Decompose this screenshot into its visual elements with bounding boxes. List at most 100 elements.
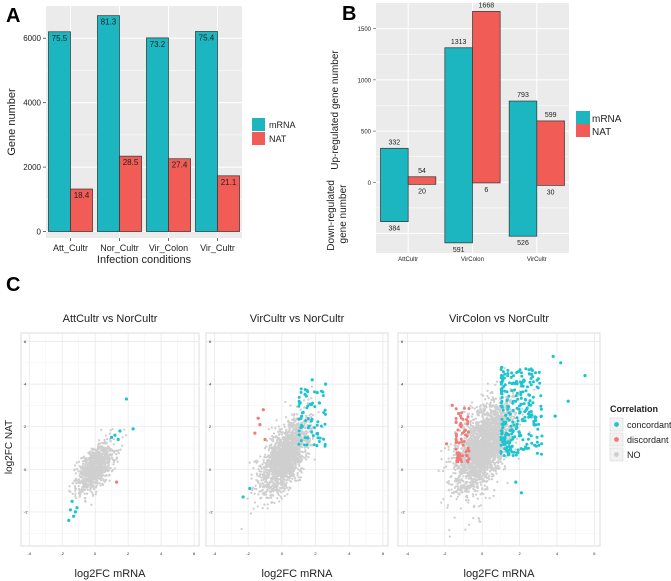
chart-c-point-no xyxy=(297,451,301,454)
chart-c-plot-bg xyxy=(397,332,601,547)
chart-a-xtick-label: Att_Cultr xyxy=(53,243,88,253)
chart-c-point-no xyxy=(483,476,487,479)
chart-c-point-no xyxy=(93,477,96,481)
chart-c-point-no xyxy=(457,465,461,468)
chart-c-point-no xyxy=(458,467,462,470)
chart-c-point-no xyxy=(467,523,471,526)
chart-c-point-no xyxy=(490,398,493,402)
chart-c-point-no xyxy=(276,456,279,459)
chart-c-point-no xyxy=(97,466,101,469)
chart-c-point-no xyxy=(448,528,451,532)
chart-b-xtick-label: VirColon xyxy=(461,257,484,263)
chart-b-label-down: 526 xyxy=(517,240,529,247)
chart-b-legend-nat: NAT xyxy=(592,127,611,138)
chart-c-point-concordant xyxy=(300,414,304,418)
chart-c-point-no xyxy=(277,489,281,492)
chart-c-point-no xyxy=(109,448,112,451)
chart-c-point-no xyxy=(73,469,76,472)
chart-c-point-no xyxy=(283,431,286,435)
chart-c-ytick-label: 4 xyxy=(209,382,212,387)
chart-c-point-no xyxy=(303,423,306,426)
chart-c-point-no xyxy=(263,446,267,450)
chart-c-point-no xyxy=(512,426,515,429)
chart-c-point-no xyxy=(283,449,287,452)
chart-c-point-no xyxy=(91,448,95,451)
chart-c-point-no xyxy=(503,458,506,461)
chart-c-point-no xyxy=(265,439,269,443)
chart-c-point-no xyxy=(285,465,288,469)
chart-c-point-no xyxy=(263,503,266,506)
chart-c-point-no xyxy=(269,437,272,440)
chart-c-point-no xyxy=(77,478,80,482)
chart-c-point-no xyxy=(106,468,109,471)
chart-c-point-no xyxy=(109,454,112,457)
chart-c-point-no xyxy=(456,467,459,470)
chart-c-point-no xyxy=(106,466,110,469)
chart-c-point-no xyxy=(287,425,290,428)
chart-c-point-no xyxy=(310,427,313,430)
chart-c-point-no xyxy=(469,427,473,430)
chart-c-point-no xyxy=(84,458,87,461)
chart-c-point-no xyxy=(288,486,291,489)
chart-c-point-no xyxy=(298,455,301,459)
chart-c-point-no xyxy=(297,462,300,466)
chart-c-point-no xyxy=(93,465,96,468)
chart-c-point-no xyxy=(296,438,299,441)
chart-c-point-no xyxy=(469,422,472,426)
chart-c-point-no xyxy=(295,429,298,432)
chart-c-point-no xyxy=(477,429,480,432)
chart-c-point-no xyxy=(517,457,520,460)
chart-c-point-no xyxy=(292,469,296,472)
chart-c-point-no xyxy=(446,504,450,507)
chart-c-point-no xyxy=(102,457,105,460)
chart-c-point-no xyxy=(283,494,286,498)
chart-c-point-no xyxy=(80,480,83,484)
chart-c-point-no xyxy=(291,437,295,440)
chart-c-point-no xyxy=(99,459,103,462)
chart-c-point-no xyxy=(484,398,487,401)
chart-c-point-no xyxy=(306,401,310,405)
chart-c-point-no xyxy=(272,432,276,435)
chart-c-point-no xyxy=(98,464,102,467)
chart-c-point-no xyxy=(452,471,455,475)
chart-a-xtick-label: Nor_Cultr xyxy=(100,243,139,253)
chart-c-point-no xyxy=(258,485,262,489)
chart-c-point-concordant xyxy=(303,436,307,440)
chart-c-point-no xyxy=(74,472,78,475)
chart-c-point-no xyxy=(78,489,81,492)
chart-c-point-no xyxy=(301,432,304,436)
chart-c-ytick-label: 2 xyxy=(209,424,212,429)
chart-c-point-no xyxy=(473,480,477,483)
chart-c-point-no xyxy=(267,469,270,472)
chart-c-point-no xyxy=(469,452,472,455)
chart-c-point-no xyxy=(90,467,93,471)
chart-c-point-no xyxy=(75,467,79,471)
chart-c-points-concordant xyxy=(297,387,327,448)
chart-c-point-no xyxy=(270,489,273,492)
chart-c-point-no xyxy=(458,488,461,492)
chart-c-point-concordant xyxy=(110,435,114,439)
chart-c-point-no xyxy=(503,406,506,409)
chart-c-point-no xyxy=(99,452,102,455)
chart-a-xtick-label: Vir_Colon xyxy=(149,243,188,253)
chart-c-point-no xyxy=(283,457,286,461)
chart-c-point-no xyxy=(282,441,285,444)
chart-c-point-no xyxy=(253,501,257,504)
chart-c-point-no xyxy=(291,418,294,421)
chart-c-point-concordant xyxy=(313,390,316,394)
chart-c-point-no xyxy=(467,477,471,480)
chart-c-point-no xyxy=(471,421,475,425)
chart-c-point-no xyxy=(74,492,77,495)
chart-c-point-no xyxy=(470,415,473,418)
chart-c-point-no xyxy=(78,480,81,483)
chart-c-point-no xyxy=(481,467,484,471)
chart-c-point-no xyxy=(279,451,282,454)
chart-b-label-up: 332 xyxy=(388,139,400,146)
chart-c-subplot-title: AttCultr vs NorCultr xyxy=(63,313,158,325)
chart-c-point-no xyxy=(491,475,494,478)
chart-c-point-no xyxy=(462,483,466,487)
chart-c-point-no xyxy=(283,425,286,429)
